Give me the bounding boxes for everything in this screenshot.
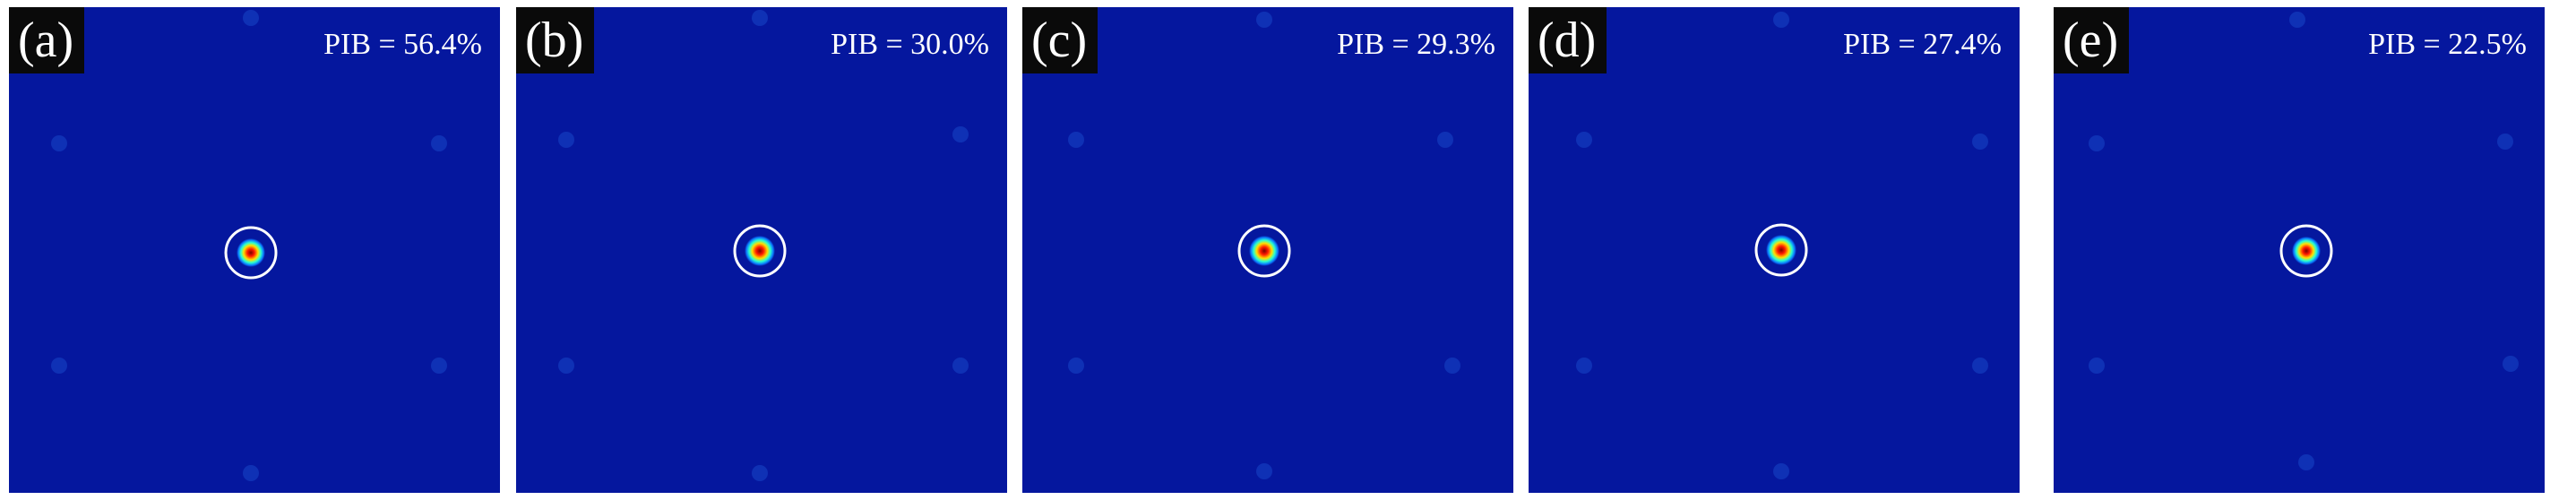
side-lobe-spot: [1256, 12, 1272, 28]
panel-a: (a) PIB = 56.4%: [9, 7, 500, 493]
panel-label: (c): [1022, 7, 1098, 73]
side-lobe-spot: [1437, 132, 1453, 148]
panel-label: (b): [516, 7, 595, 73]
panel-b: (b) PIB = 30.0%: [516, 7, 1007, 493]
side-lobe-spot: [1773, 12, 1789, 28]
side-lobe-spot: [752, 465, 768, 481]
side-lobe-spot: [2503, 356, 2519, 372]
side-lobe-spot: [752, 10, 768, 26]
central-beam: [745, 236, 775, 266]
intensity-map: [1576, 12, 1988, 479]
pib-value: PIB = 22.5%: [2368, 28, 2527, 61]
panel-c: (c) PIB = 29.3%: [1022, 7, 1513, 493]
panel-label: (a): [9, 7, 85, 73]
side-lobe-spot: [1256, 463, 1272, 479]
side-lobe-spot: [952, 126, 969, 142]
side-lobe-spot: [1068, 132, 1084, 148]
side-lobe-spot: [2289, 12, 2305, 28]
side-lobe-spot: [2497, 134, 2513, 150]
side-lobe-spot: [1576, 358, 1592, 374]
pib-value: PIB = 56.4%: [323, 28, 482, 61]
side-lobe-spot: [51, 135, 67, 151]
side-lobe-spot: [431, 358, 447, 374]
side-lobe-spot: [2298, 454, 2314, 470]
side-lobe-spot: [51, 358, 67, 374]
central-beam: [1766, 235, 1796, 265]
side-lobe-spot: [1972, 358, 1988, 374]
bucket-circle: [733, 224, 787, 278]
panel-label: (e): [2054, 7, 2130, 73]
side-lobe-spot: [243, 465, 259, 481]
pib-value: PIB = 27.4%: [1843, 28, 2002, 61]
intensity-map: [1068, 12, 1460, 479]
side-lobe-spot: [431, 135, 447, 151]
intensity-map: [2089, 12, 2519, 470]
bucket-circle: [1754, 223, 1808, 277]
intensity-map: [51, 10, 447, 481]
panel-e: (e) PIB = 22.5%: [2054, 7, 2545, 493]
side-lobe-spot: [243, 10, 259, 26]
side-lobe-spot: [1576, 132, 1592, 148]
panel-d: (d) PIB = 27.4%: [1529, 7, 2020, 493]
central-beam: [1249, 236, 1279, 266]
side-lobe-spot: [1773, 463, 1789, 479]
side-lobe-spot: [1444, 358, 1460, 374]
side-lobe-spot: [1068, 358, 1084, 374]
bucket-circle: [224, 226, 278, 280]
panel-label: (d): [1529, 7, 1607, 73]
pib-value: PIB = 30.0%: [831, 28, 989, 61]
side-lobe-spot: [2089, 358, 2105, 374]
central-beam: [237, 238, 265, 267]
central-beam: [2292, 237, 2321, 265]
bucket-circle: [2279, 224, 2333, 278]
side-lobe-spot: [952, 358, 969, 374]
pib-value: PIB = 29.3%: [1337, 28, 1495, 61]
side-lobe-spot: [558, 132, 574, 148]
side-lobe-spot: [2089, 135, 2105, 151]
side-lobe-spot: [558, 358, 574, 374]
bucket-circle: [1237, 224, 1291, 278]
intensity-map: [558, 10, 969, 481]
side-lobe-spot: [1972, 134, 1988, 150]
